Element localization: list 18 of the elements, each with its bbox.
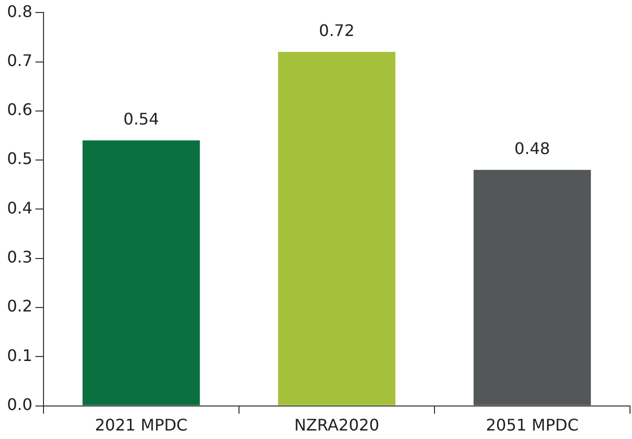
y-tick-label: 0.3 [6,248,32,267]
y-tick-label: 0.1 [6,346,32,365]
data-label: 0.48 [514,139,550,158]
bar [82,140,200,406]
y-tick-label: 0.0 [6,394,32,414]
y-tick-label: 0.6 [6,100,32,120]
x-tick-label: NZRA2020 [294,416,380,435]
data-label: 0.54 [123,110,160,129]
bar [474,170,591,406]
y-tick-label: 0.7 [6,50,32,70]
y-tick-label: 0.8 [6,2,32,21]
x-tick-label: 2021 MPDC [94,416,188,435]
x-tick-label: 2051 MPDC [486,416,579,435]
y-tick-label: 0.5 [6,149,32,168]
y-tick-label: 0.2 [6,296,32,316]
data-label: 0.72 [318,21,355,40]
bar [278,52,396,406]
y-tick-label: 0.4 [6,198,32,218]
